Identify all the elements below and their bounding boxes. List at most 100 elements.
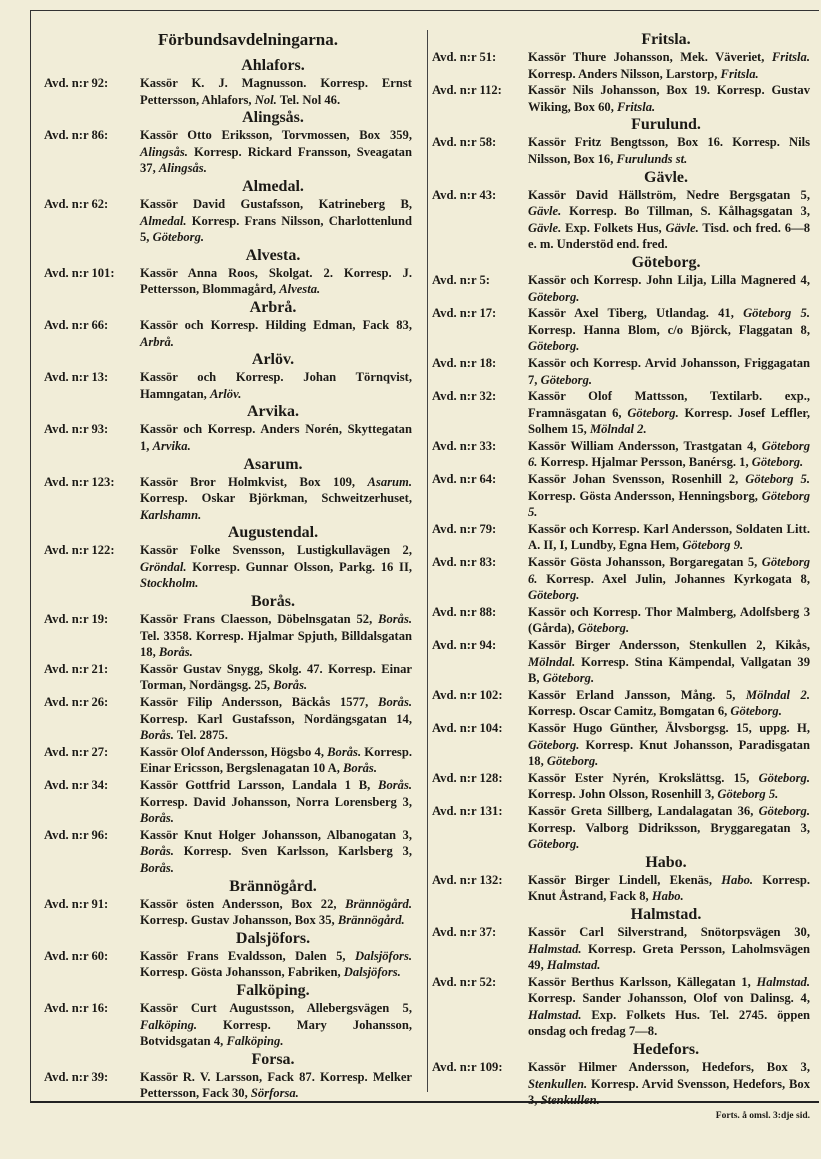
branch-entry: Avd. n:r 83: Kassör Gösta Johansson, Borg… — [432, 554, 810, 604]
contact-text: Kassör Carl Silverstrand, Snötorpsvägen … — [528, 924, 810, 939]
place-name: Göteborg 6. — [528, 555, 810, 586]
contact-text: Kassör Ester Nyrén, Krokslättsg. 15, — [528, 770, 759, 785]
place-name: Falköping. — [226, 1034, 284, 1049]
contact-text: Kassör Filip Andersson, Bäckås 1577, — [140, 695, 379, 710]
place-name: Almedal. — [140, 213, 187, 228]
branch-number: Avd. n:r 60: — [44, 948, 109, 963]
branch-entry: Avd. n:r 112: Kassör Nils Johansson, Box … — [432, 82, 810, 115]
place-name: Alingsås. — [140, 144, 188, 159]
contact-text: Kassör Bror Holmkvist, Box 109, — [140, 474, 368, 489]
branch-number: Avd. n:r 86: — [44, 128, 109, 143]
place-name: Asarum. — [367, 474, 412, 489]
branch-entry: Avd. n:r 79: Kassör och Korresp. Karl And… — [432, 521, 810, 554]
place-name: Göteborg. — [540, 372, 593, 387]
contact-text: Tisd. och fred. 6—8 e. m. Understöd end.… — [528, 220, 810, 252]
contact-text: Korresp. Frans Nilsson, Charlottenlund 5… — [140, 213, 412, 245]
branch-entry: Avd. n:r 123: Kassör Bror Holmkvist, Box … — [44, 474, 412, 524]
section-heading: Asarum. — [243, 455, 303, 473]
contact-text: Kassör K. J. Magnusson. Korresp. Ernst P… — [140, 76, 412, 107]
branch-contacts: Kassör William Andersson, Trastgatan 4, … — [528, 438, 810, 471]
contact-text: Korresp. John Olsson, Rosenhill 3, — [528, 787, 718, 802]
contact-text: Kassör Gottfrid Larsson, Landala 1 B, — [140, 778, 379, 792]
section-heading: Augustendal. — [227, 524, 319, 542]
branch-number: Avd. n:r 132: — [432, 872, 503, 887]
branch-number: Avd. n:r 104: — [432, 720, 503, 735]
contact-text: Korresp. Rickard Fransson, Sveagatan 37, — [140, 144, 412, 176]
branch-entry: Avd. n:r 93: Kassör och Korresp. Anders N… — [44, 421, 412, 454]
branch-number: Avd. n:r 88: — [432, 604, 497, 619]
branch-contacts: Kassör Anna Roos, Skolgat. 2. Korresp. J… — [140, 265, 412, 298]
branch-entry: Avd. n:r 92: Kassör K. J. Magnusson. Korr… — [44, 75, 412, 108]
place-name: Göteborg 6. — [528, 438, 810, 470]
place-name: Göteborg. — [577, 621, 630, 636]
section-heading: Alingsås. — [242, 109, 304, 127]
contact-text: Korresp. Arvid Svensson, Hedefors, Box 3… — [528, 1076, 810, 1108]
contact-text: Korresp. Bo Tillman, S. Kålhagsgatan 3, — [561, 204, 810, 219]
branch-number: Avd. n:r 64: — [432, 472, 497, 487]
place-name: Dalsjöfors. — [343, 965, 401, 980]
branch-contacts: Kassör och Korresp. Hilding Edman, Fack … — [140, 317, 412, 350]
place-name: Arbrå. — [140, 334, 174, 349]
place-name: Arlöv. — [209, 386, 242, 401]
section-heading: Arlöv. — [251, 351, 295, 369]
place-name: Göteborg. — [542, 671, 595, 686]
branch-contacts: Kassör Folke Svensson, Lustigkullavägen … — [140, 542, 412, 592]
place-name: Göteborg. — [546, 754, 599, 769]
place-name: Borås. — [273, 678, 308, 693]
contact-text: Korresp. Axel Julin, Johannes Kyrkogata … — [537, 571, 810, 586]
contact-text: Korresp. Stina Kämpendal, Vallgatan 39 B… — [528, 654, 810, 686]
branch-number: Avd. n:r 102: — [432, 687, 503, 702]
contact-text: Korresp. Karl Gustafsson, Nordängsgatan … — [140, 711, 412, 726]
section-heading: Arbrå. — [249, 298, 297, 316]
place-name: Göteborg 5. — [717, 787, 779, 802]
section-heading: Göteborg. — [631, 253, 701, 271]
place-name: Göteborg. — [758, 803, 810, 818]
contact-text: Kassör Hilmer Andersson, Hedefors, Box 3… — [528, 1060, 810, 1075]
column-divider — [427, 30, 429, 1092]
page-title: Förbundsavdelningarna. — [158, 30, 338, 49]
section-heading: Fritsla. — [641, 31, 691, 48]
contact-text: Korresp. Gösta Johansson, Fabriken, — [140, 965, 344, 980]
branch-contacts: Kassör Otto Eriksson, Torvmossen, Box 35… — [140, 127, 412, 177]
place-name: Arvika. — [152, 438, 191, 453]
contact-text: Korresp. Anders Nilsson, Larstorp, — [528, 66, 721, 81]
contact-text: Tel. 3358. Korresp. Hjalmar Spjuth, Bill… — [140, 628, 412, 660]
place-name: Dalsjöfors. — [354, 948, 412, 963]
branch-number: Avd. n:r 83: — [432, 555, 497, 570]
branch-entry: Avd. n:r 132: Kassör Birger Lindell, Eken… — [432, 872, 810, 905]
place-name: Gävle. — [528, 220, 562, 235]
branch-entry: Avd. n:r 94: Kassör Birger Andersson, Ste… — [432, 637, 810, 687]
contact-text: Kassör Curt Augustsson, Allebergsvägen 5… — [140, 1000, 412, 1015]
place-name: Habo. — [651, 889, 684, 904]
branch-number: Avd. n:r 79: — [432, 521, 497, 536]
branch-number: Avd. n:r 26: — [44, 695, 109, 710]
section-heading: Brännögård. — [229, 877, 317, 895]
contact-text: Kassör och Korresp. Karl Andersson, Sold… — [528, 521, 810, 553]
contact-text: Kassör och Korresp. Johan Törnqvist, Ham… — [140, 370, 412, 401]
branch-entry: Avd. n:r 88: Kassör och Korresp. Thor Mal… — [432, 604, 810, 637]
branch-contacts: Kassör Fritz Bengtsson, Box 16. Korresp.… — [528, 134, 810, 167]
place-name: Borås. — [140, 811, 174, 826]
branch-number: Avd. n:r 96: — [44, 827, 109, 842]
contact-text: Kassör och Korresp. Hilding Edman, Fack … — [140, 317, 412, 332]
contact-text: Kassör och Korresp. Thor Malmberg, Adolf… — [528, 604, 810, 636]
place-name: Halmstad. — [528, 941, 582, 956]
branch-entry: Avd. n:r 26: Kassör Filip Andersson, Bäck… — [44, 694, 412, 744]
branch-entry: Avd. n:r 5: Kassör och Korresp. John Lilj… — [432, 272, 810, 305]
contact-text: Kassör Folke Svensson, Lustigkullavägen … — [140, 543, 412, 558]
section-heading: Almedal. — [242, 177, 304, 195]
branch-entry: Avd. n:r 64: Kassör Johan Svensson, Rosen… — [432, 471, 810, 521]
branch-contacts: Kassör Erland Jansson, Mång. 5, Mölndal … — [528, 687, 810, 720]
place-name: Halmstad. — [756, 974, 810, 989]
branch-contacts: Kassör Berthus Karlsson, Källegatan 1, H… — [528, 974, 810, 1040]
contact-text: Korresp. Gösta Andersson, Henningsborg, — [528, 488, 762, 503]
contact-text: Korresp. Hanna Blom, c/o Björck, Flaggat… — [528, 322, 810, 337]
place-name: Göteborg. — [528, 837, 580, 852]
place-name: Göteborg. — [152, 230, 205, 245]
right-column: Fritsla. Avd. n:r 51: Kassör Thure Johanss… — [432, 30, 810, 1121]
branch-entry: Avd. n:r 86: Kassör Otto Eriksson, Torvmo… — [44, 127, 412, 177]
contact-text: Tel. Nol 46. — [276, 92, 341, 107]
branch-contacts: Kassör Ester Nyrén, Krokslättsg. 15, Göt… — [528, 770, 810, 803]
branch-contacts: Kassör Hilmer Andersson, Hedefors, Box 3… — [528, 1059, 810, 1109]
place-name: Borås. — [327, 744, 362, 759]
